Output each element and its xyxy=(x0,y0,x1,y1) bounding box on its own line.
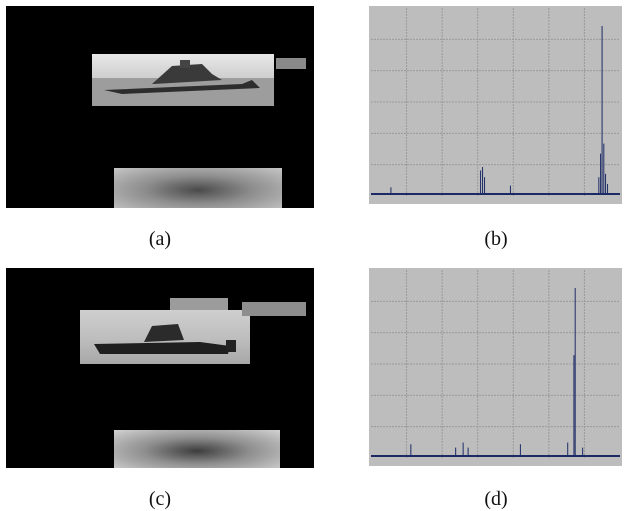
caption-c: (c) xyxy=(148,488,172,510)
caption-b: (b) xyxy=(484,228,508,250)
segmentation-image-a xyxy=(6,6,314,208)
boat-crop-a xyxy=(92,54,274,106)
boat-crop-c xyxy=(80,310,250,364)
caption-a: (a) xyxy=(148,228,172,250)
spectrum-plot-b xyxy=(369,6,622,204)
segmentation-image-c xyxy=(6,268,314,468)
spectrum-plot-d xyxy=(369,268,622,466)
panel-a xyxy=(6,6,314,208)
small-crop-a xyxy=(276,58,306,69)
bottom-crop-a xyxy=(114,168,282,208)
caption-d: (d) xyxy=(484,488,508,510)
small-crop-c-left xyxy=(170,298,228,310)
panel-d xyxy=(369,268,622,466)
bottom-crop-c xyxy=(114,430,280,468)
small-crop-c-right xyxy=(242,302,306,316)
panel-b xyxy=(369,6,622,204)
panel-c xyxy=(6,268,314,468)
